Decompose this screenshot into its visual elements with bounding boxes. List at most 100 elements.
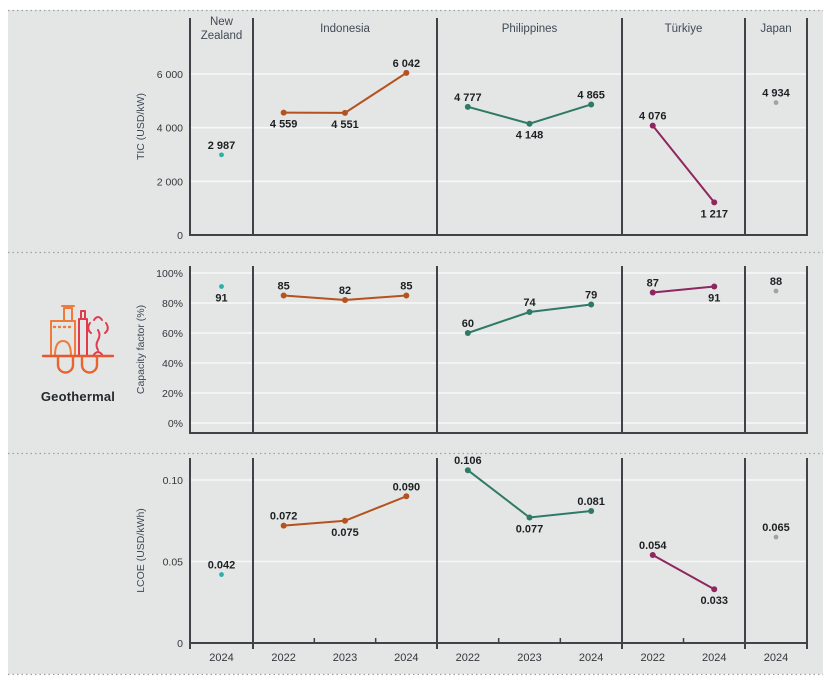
series-philippines: 4 777 4 148 4 865	[454, 89, 605, 141]
series-t-rkiye: 87 91	[647, 278, 721, 305]
year-label: 2024	[764, 652, 788, 664]
series-t-rkiye: 4 076 1 217	[639, 111, 728, 221]
country-header: Türkiye	[665, 23, 703, 35]
data-point	[403, 292, 410, 299]
series-indonesia: 85 82 85	[278, 281, 412, 303]
data-point	[464, 103, 471, 110]
value-label: 85	[278, 281, 290, 293]
series-line	[652, 285, 715, 294]
data-point	[342, 517, 348, 524]
y-tick-label: 80%	[162, 298, 183, 310]
data-point	[219, 152, 224, 158]
year-label: 2024	[394, 652, 418, 664]
y-axis-title: Capacity factor (%)	[135, 305, 147, 394]
data-point	[280, 522, 287, 529]
data-point	[403, 493, 410, 500]
value-label: 85	[400, 281, 412, 293]
series-japan: 4 934	[762, 88, 791, 106]
value-label: 4 934	[762, 88, 790, 100]
series-new-zealand: 91	[215, 284, 228, 305]
year-label: 2024	[702, 652, 726, 664]
x-axis-year-labels: 2024 2022 2023 2024 2022 2023 2024 2022 2024 2024	[209, 652, 788, 664]
series-philippines: 60 74 79	[462, 290, 597, 336]
data-point	[219, 572, 224, 577]
country-header: Indonesia	[320, 23, 370, 35]
series-line	[652, 554, 715, 591]
geothermal-label: Geothermal	[40, 389, 116, 404]
y-tick-label: 0.10	[163, 475, 184, 487]
data-point	[280, 109, 287, 116]
series-new-zealand: 0.042	[208, 560, 236, 577]
data-point	[526, 309, 533, 315]
value-label: 0.090	[393, 481, 421, 493]
data-point	[588, 507, 595, 514]
value-label: 0.065	[762, 522, 790, 534]
year-label: 2023	[333, 652, 357, 664]
data-point	[773, 288, 779, 294]
value-label: 91	[215, 293, 227, 305]
value-label: 6 042	[393, 58, 421, 70]
data-point	[773, 534, 779, 540]
year-label: 2022	[271, 652, 295, 664]
y-tick-label: 0	[177, 638, 183, 650]
value-label: 74	[523, 297, 536, 309]
country-header: Philippines	[502, 23, 558, 35]
value-label: 82	[339, 285, 351, 297]
value-label: 60	[462, 318, 474, 330]
value-label: 0.075	[331, 527, 359, 539]
value-label: 4 076	[639, 111, 667, 123]
value-label: 4 777	[454, 92, 482, 104]
series-new-zealand: 2 987	[208, 140, 236, 158]
value-label: 0.042	[208, 560, 236, 572]
y-tick-label: 6 000	[157, 69, 183, 81]
data-point	[526, 120, 533, 127]
value-label: 0.054	[639, 540, 667, 552]
data-point	[711, 283, 718, 290]
y-tick-label: 60%	[162, 328, 183, 340]
value-label: 4 865	[577, 89, 605, 101]
data-point	[464, 467, 471, 474]
series-japan: 88	[770, 276, 782, 294]
value-label: 1 217	[700, 208, 728, 220]
year-label: 2023	[517, 652, 541, 664]
data-point	[773, 100, 779, 106]
value-label: 0.106	[454, 455, 482, 467]
series-japan: 0.065	[762, 522, 790, 540]
value-label: 88	[770, 276, 782, 288]
series-philippines: 0.106 0.077 0.081	[454, 455, 605, 535]
y-axis-title: LCOE (USD/kWh)	[135, 508, 147, 593]
data-point	[711, 199, 718, 206]
year-label: 2024	[579, 652, 603, 664]
y-tick-label: 100%	[156, 268, 183, 280]
geothermal-plant-icon	[41, 305, 115, 374]
data-point	[526, 514, 533, 521]
value-label: 2 987	[208, 140, 236, 152]
y-tick-label: 4 000	[157, 123, 183, 135]
data-point	[464, 330, 471, 336]
y-tick-label: 0%	[168, 418, 183, 430]
value-label: 0.077	[516, 523, 544, 535]
data-point	[649, 289, 656, 296]
y-tick-label: 2 000	[157, 176, 183, 188]
panel-capacity-factor: 0%20%40%60%80%100%Capacity factor (%)918…	[135, 266, 808, 434]
data-point	[588, 301, 595, 308]
data-point	[219, 284, 224, 289]
data-point	[403, 69, 410, 76]
value-label: 4 148	[516, 130, 544, 142]
value-label: 0.081	[577, 496, 605, 508]
year-label: 2024	[209, 652, 233, 664]
value-label: 0.033	[700, 595, 728, 607]
value-label: 4 551	[331, 119, 359, 131]
series-line	[651, 125, 716, 203]
year-label: 2022	[456, 652, 480, 664]
chart-background	[8, 10, 823, 674]
data-point	[342, 297, 348, 303]
data-point	[342, 109, 348, 116]
data-point	[280, 292, 287, 299]
country-header: Japan	[760, 23, 791, 35]
geothermal-legend: Geothermal	[28, 300, 128, 404]
